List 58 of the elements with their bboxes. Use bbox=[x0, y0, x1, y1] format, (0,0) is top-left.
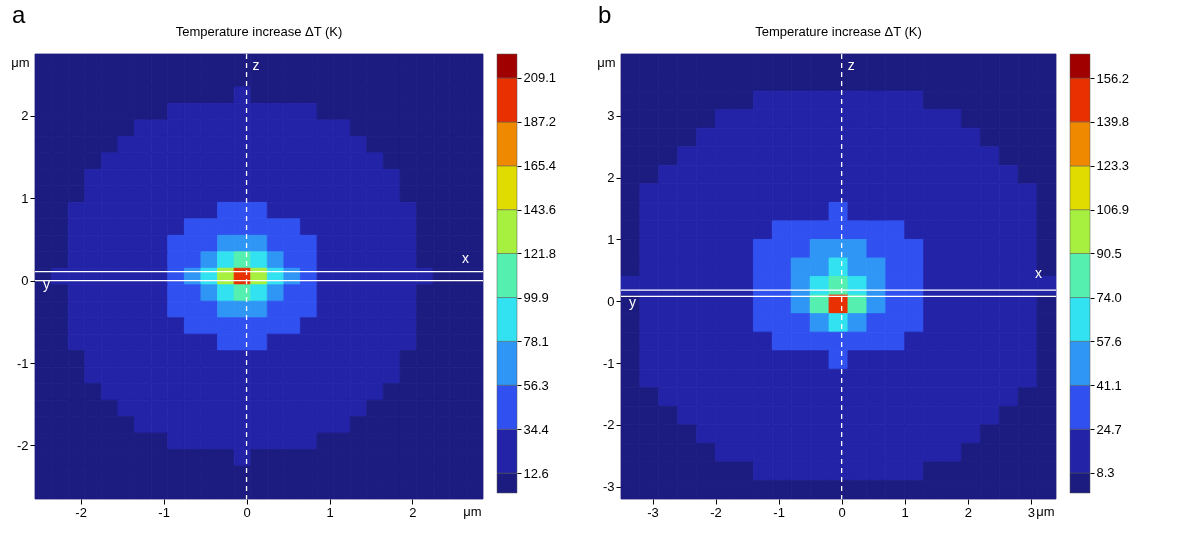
y-tick-label: 1 bbox=[607, 231, 615, 247]
color-bar-label: 209.1 bbox=[523, 70, 557, 86]
color-bar-label: 99.9 bbox=[523, 290, 549, 306]
x-tick-label: 1 bbox=[326, 504, 334, 520]
color-bar-label: 121.8 bbox=[523, 245, 557, 261]
color-bar-label: 156.2 bbox=[1096, 70, 1130, 86]
chart-title: Temperature increase ΔT (K) bbox=[175, 24, 343, 40]
color-bar-label: 12.6 bbox=[523, 465, 549, 481]
y-axis-title: μm bbox=[11, 54, 30, 70]
color-bar-label: 78.1 bbox=[523, 333, 549, 349]
text: b bbox=[598, 1, 612, 28]
y-tick-label: -1 bbox=[16, 355, 29, 371]
x-tick-label: -1 bbox=[158, 504, 170, 520]
x-tick-label: 1 bbox=[901, 504, 909, 520]
color-bar-label: 56.3 bbox=[523, 377, 549, 393]
y-tick-label: -3 bbox=[602, 479, 615, 495]
chart-title: Temperature increase ΔT (K) bbox=[755, 24, 922, 40]
color-bar-label: 24.7 bbox=[1096, 421, 1122, 437]
color-bar-label: 106.9 bbox=[1096, 202, 1130, 218]
x-tick-label: -1 bbox=[773, 504, 785, 520]
x-tick-label: 2 bbox=[409, 504, 417, 520]
y-tick-label: 1 bbox=[21, 190, 29, 206]
color-bar-label: 74.0 bbox=[1096, 290, 1122, 306]
ref-line-label: x bbox=[1035, 265, 1042, 282]
x-tick-label: 0 bbox=[838, 504, 846, 520]
y-axis-title: μm bbox=[597, 54, 616, 70]
x-axis-title: μm bbox=[1036, 503, 1055, 519]
color-bar-label: 8.3 bbox=[1096, 465, 1115, 481]
color-bar-label: 41.1 bbox=[1096, 377, 1122, 393]
color-bar-label: 165.4 bbox=[523, 158, 557, 174]
y-tick-label: 0 bbox=[21, 273, 29, 289]
ref-line-label: x bbox=[462, 249, 469, 266]
color-bar-label: 57.6 bbox=[1096, 333, 1122, 349]
ref-line-label: y bbox=[43, 275, 50, 292]
y-tick-label: 2 bbox=[607, 170, 615, 186]
ref-line-label: y bbox=[629, 294, 636, 311]
y-tick-label: 2 bbox=[21, 108, 29, 124]
x-tick-label: -2 bbox=[75, 504, 87, 520]
x-tick-label: -3 bbox=[647, 504, 659, 520]
color-bar-label: 34.4 bbox=[523, 421, 549, 437]
x-tick-label: -2 bbox=[710, 504, 722, 520]
color-bar-label: 143.6 bbox=[523, 202, 557, 218]
y-tick-label: -2 bbox=[602, 417, 615, 433]
x-tick-label: 2 bbox=[964, 504, 972, 520]
x-axis-title: μm bbox=[463, 503, 482, 519]
color-bar-label: 123.3 bbox=[1096, 158, 1130, 174]
y-tick-label: 0 bbox=[607, 293, 615, 309]
y-tick-label: -1 bbox=[602, 355, 615, 371]
color-bar-label: 187.2 bbox=[523, 114, 557, 130]
ref-line-label: z bbox=[252, 57, 260, 73]
y-tick-label: -2 bbox=[16, 437, 29, 453]
color-bar-label: 139.8 bbox=[1096, 114, 1130, 130]
color-bar-label: 90.5 bbox=[1096, 245, 1122, 261]
x-tick-label: 3 bbox=[1027, 504, 1035, 520]
y-tick-label: 3 bbox=[607, 108, 615, 124]
ref-line-label: z bbox=[847, 57, 855, 73]
text: a bbox=[12, 1, 26, 28]
x-tick-label: 0 bbox=[243, 504, 251, 520]
